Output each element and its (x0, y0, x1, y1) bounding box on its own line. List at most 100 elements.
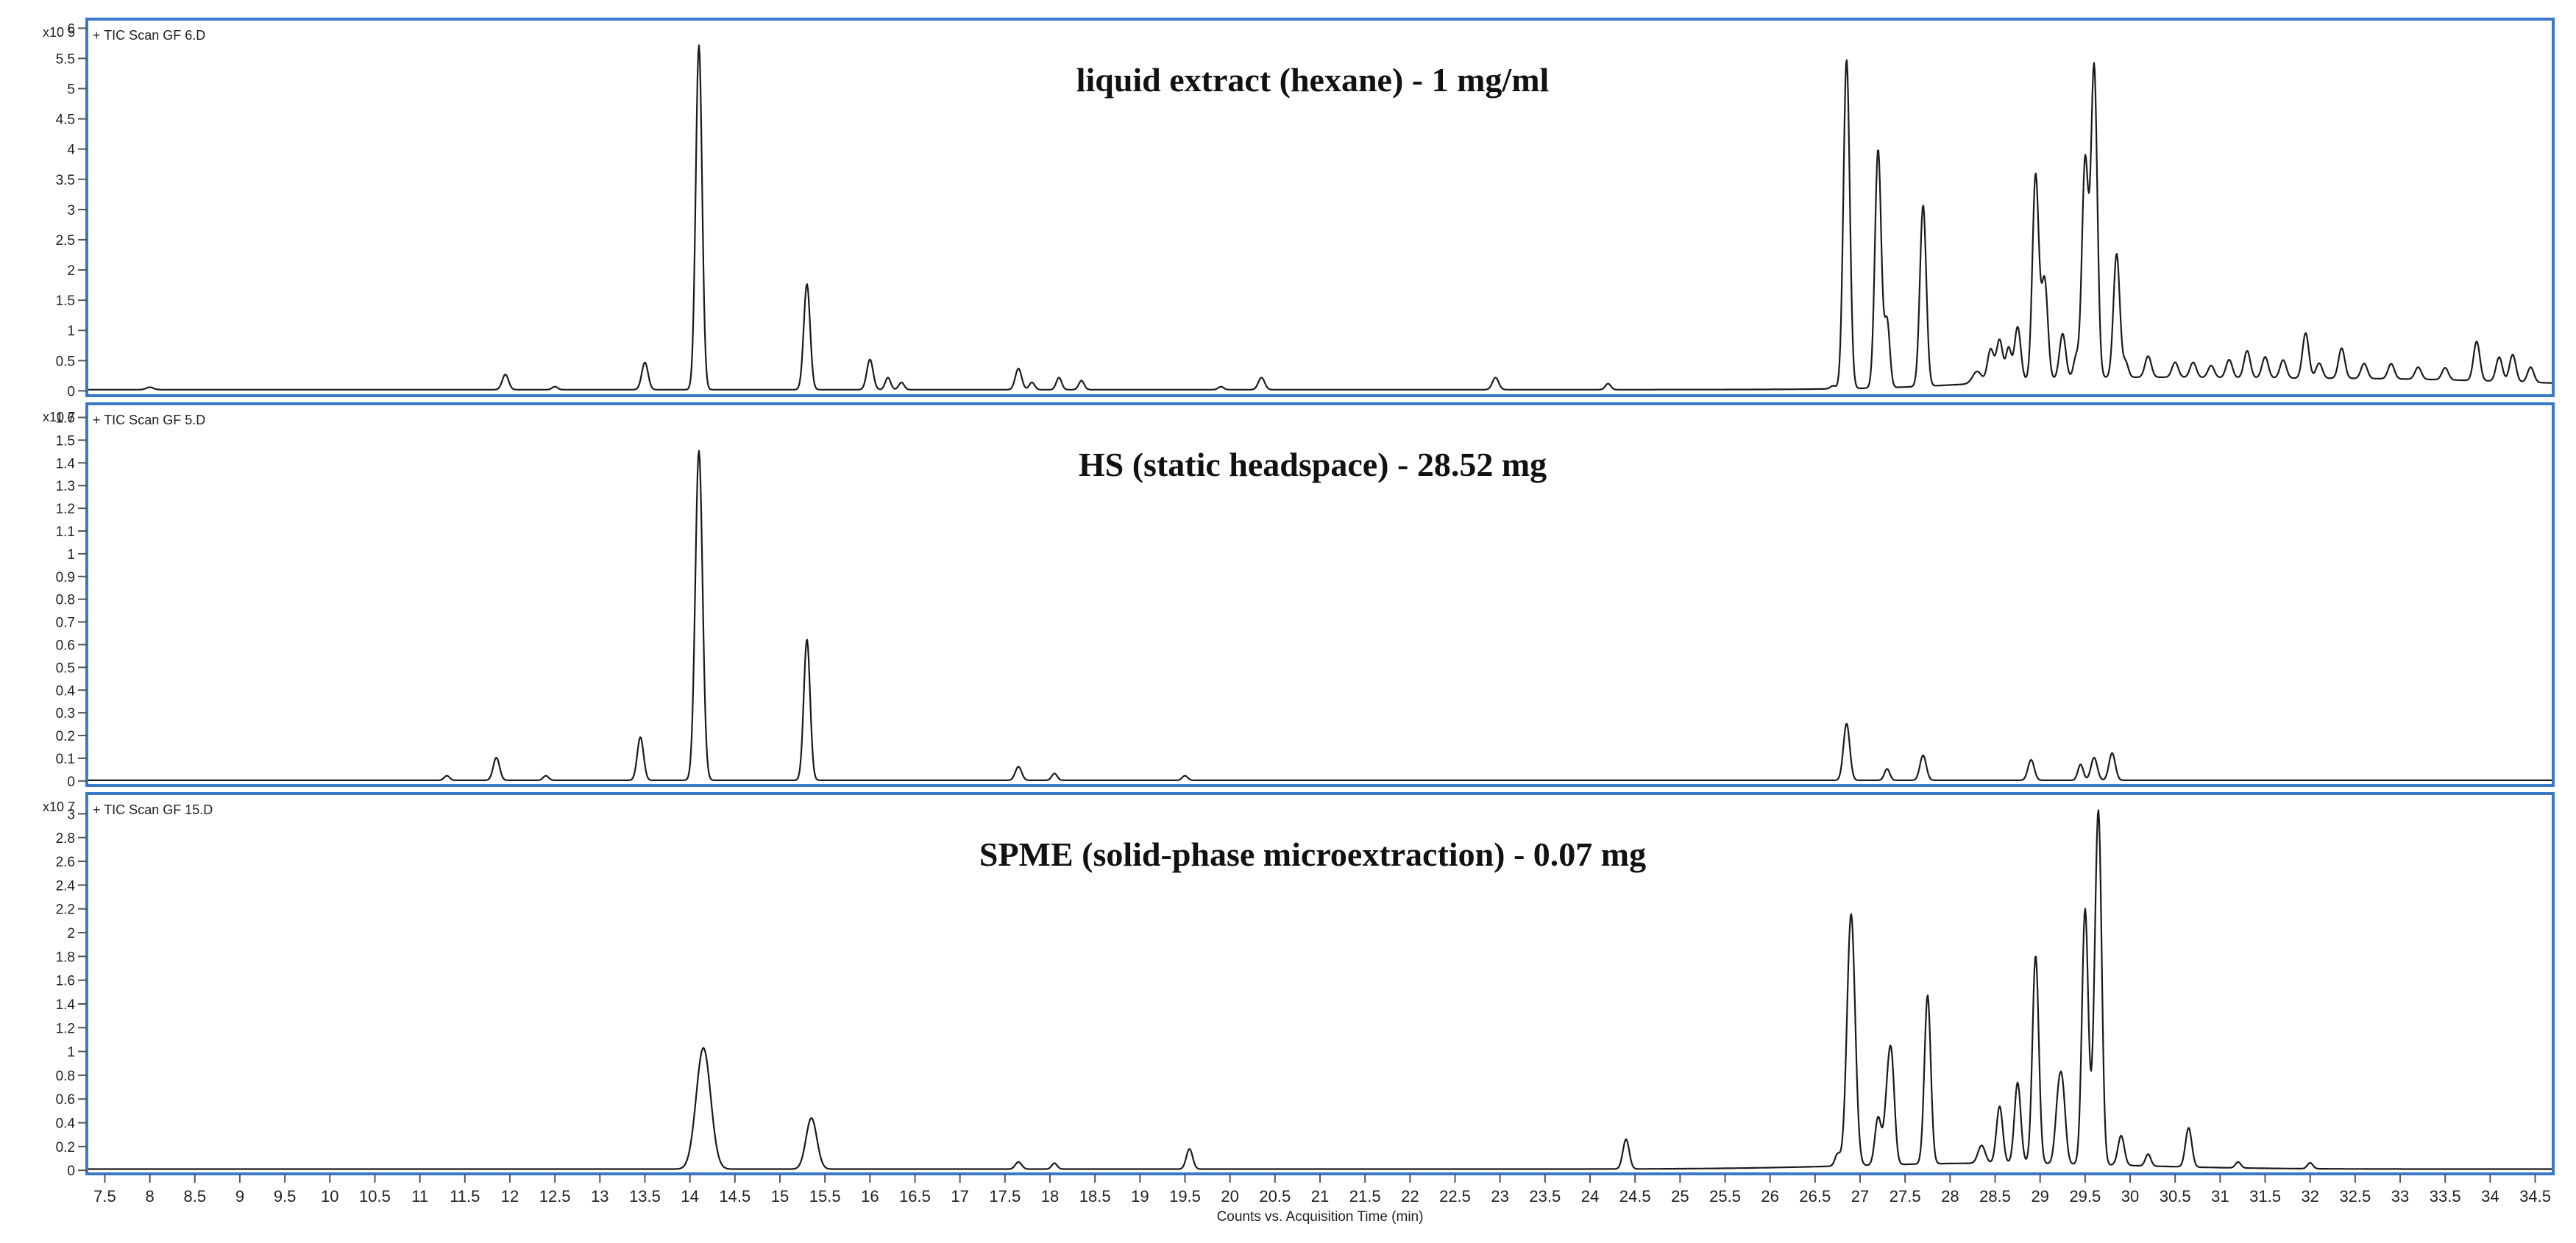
y-tick-label: 2.5 (56, 233, 75, 249)
x-tick-label: 19.5 (1169, 1187, 1201, 1205)
x-tick-label: 32.5 (2339, 1187, 2371, 1205)
y-tick-label: 1.5 (56, 293, 75, 309)
y-tick-label: 5.5 (56, 51, 75, 67)
panel-title: SPME (solid-phase microextraction) - 0.0… (979, 836, 1646, 873)
x-tick-label: 30 (2121, 1187, 2139, 1205)
x-tick-label: 24.5 (1619, 1187, 1651, 1205)
y-tick-label: 1 (67, 547, 75, 563)
y-tick-label: 0.8 (56, 1069, 75, 1084)
x-tick-label: 16.5 (899, 1187, 931, 1205)
x-tick-label: 33 (2391, 1187, 2409, 1205)
plot-frame (85, 18, 2555, 397)
y-tick-label: 0.8 (56, 593, 75, 608)
y-tick-label: 1.4 (56, 997, 76, 1013)
scan-label: + TIC Scan GF 6.D (93, 28, 205, 43)
x-tick-label: 23.5 (1529, 1187, 1561, 1205)
x-tick-label: 9.5 (274, 1187, 297, 1205)
y-tick-label: 0.5 (56, 660, 75, 676)
y-tick-label: 2 (67, 263, 75, 279)
y-tick-label: 4 (67, 143, 75, 158)
x-tick-label: 15 (771, 1187, 789, 1205)
x-tick-label: 22 (1401, 1187, 1419, 1205)
y-tick-label: 1.2 (56, 1021, 75, 1036)
x-tick-label: 29.5 (2069, 1187, 2101, 1205)
x-tick-label: 15.5 (809, 1187, 841, 1205)
x-tick-label: 12.5 (539, 1187, 571, 1205)
x-tick-label: 26.5 (1799, 1187, 1831, 1205)
y-tick-label: 3 (67, 203, 75, 218)
x-tick-label: 17 (951, 1187, 968, 1205)
y-tick-label: 1 (67, 324, 75, 339)
x-tick-label: 27.5 (1890, 1187, 1921, 1205)
x-tick-label: 31.5 (2249, 1187, 2281, 1205)
x-tick-label: 26 (1761, 1187, 1778, 1205)
y-tick-label: 1.8 (56, 950, 75, 965)
y-tick-label: 0.4 (56, 1116, 76, 1132)
y-tick-label: 0.6 (56, 1092, 75, 1108)
chromatogram-panel-2: 0 0.1 0.2 0.3 0.4 0.5 0.6 0.7 0.8 0.9 1 1.1 1.2 1.3 1.… (43, 402, 2555, 790)
y-tick-label: 0.2 (56, 729, 75, 744)
x-tick-label: 34 (2481, 1187, 2499, 1205)
x-tick-label: 13.5 (629, 1187, 661, 1205)
y-tick-label: 2.8 (56, 831, 75, 847)
x-tick-label: 27 (1851, 1187, 1869, 1205)
y-tick-label: 1.2 (56, 502, 75, 517)
x-tick-label: 10.5 (359, 1187, 391, 1205)
y-tick-label: 0.9 (56, 570, 75, 585)
y-tick-label: 0.5 (56, 354, 75, 369)
x-tick-label: 16 (861, 1187, 879, 1205)
x-tick-label: 29 (2031, 1187, 2048, 1205)
x-tick-label: 12 (501, 1187, 519, 1205)
panel-title: liquid extract (hexane) - 1 mg/ml (1076, 61, 1550, 99)
x-tick-label: 20.5 (1259, 1187, 1291, 1205)
y-tick-label: 2.6 (56, 855, 75, 870)
y-tick-label: 3.5 (56, 173, 75, 188)
y-tick-label: 0.6 (56, 638, 75, 653)
y-tick-label: 3 (67, 807, 75, 822)
y-tick-label: 5 (67, 82, 75, 98)
y-tick-label: 1.6 (56, 411, 75, 427)
y-tick-label: 2.4 (56, 878, 76, 894)
y-tick-label: 1.3 (56, 479, 75, 494)
tic-trace (88, 809, 2552, 1170)
x-tick-label: 13 (591, 1187, 608, 1205)
y-exponent-label: x10 7 (43, 799, 75, 814)
tic-trace (88, 449, 2552, 782)
y-exponent-label: x10 7 (43, 410, 75, 424)
scan-label: + TIC Scan GF 15.D (93, 802, 213, 817)
x-tick-label: 8 (146, 1187, 155, 1205)
x-tick-label: 23 (1491, 1187, 1508, 1205)
chromatogram-panel-3: 0 0.2 0.4 0.6 0.8 1 1.2 1.4 1.6 1.8 2 2.2 2.4 2.6 2.8 3… (43, 792, 2555, 1179)
x-tick-label: 28 (1941, 1187, 1959, 1205)
y-tick-label: 1.4 (56, 456, 76, 471)
y-tick-label: 0 (67, 1164, 75, 1179)
x-tick-label: 11.5 (450, 1187, 480, 1205)
x-tick-label: 7.5 (93, 1187, 116, 1205)
x-tick-label: 19 (1131, 1187, 1149, 1205)
x-tick-label: 18 (1041, 1187, 1059, 1205)
x-tick-label: 31 (2211, 1187, 2229, 1205)
x-tick-label: 21 (1311, 1187, 1329, 1205)
tic-trace (88, 44, 2552, 391)
y-tick-label: 4.5 (56, 113, 75, 128)
x-tick-label: 32 (2301, 1187, 2318, 1205)
y-exponent-label: x10 5 (43, 25, 75, 40)
x-tick-label: 28.5 (1979, 1187, 2011, 1205)
x-tick-label: 34.5 (2519, 1187, 2551, 1205)
y-tick-label: 1.6 (56, 974, 75, 989)
x-tick-label: 30.5 (2160, 1187, 2191, 1205)
y-tick-label: 0.1 (56, 752, 75, 767)
y-tick-label: 6 (67, 21, 75, 37)
x-tick-label: 25.5 (1709, 1187, 1741, 1205)
x-tick-label: 14 (681, 1187, 698, 1205)
x-tick-label: 14.5 (719, 1187, 751, 1205)
x-tick-label: 20 (1221, 1187, 1238, 1205)
x-tick-label: 33.5 (2430, 1187, 2461, 1205)
x-tick-label: 24 (1581, 1187, 1599, 1205)
y-tick-label: 2.2 (56, 902, 75, 918)
y-tick-label: 0 (67, 384, 75, 399)
y-tick-label: 1 (67, 1045, 75, 1061)
plot-frame (85, 402, 2555, 787)
